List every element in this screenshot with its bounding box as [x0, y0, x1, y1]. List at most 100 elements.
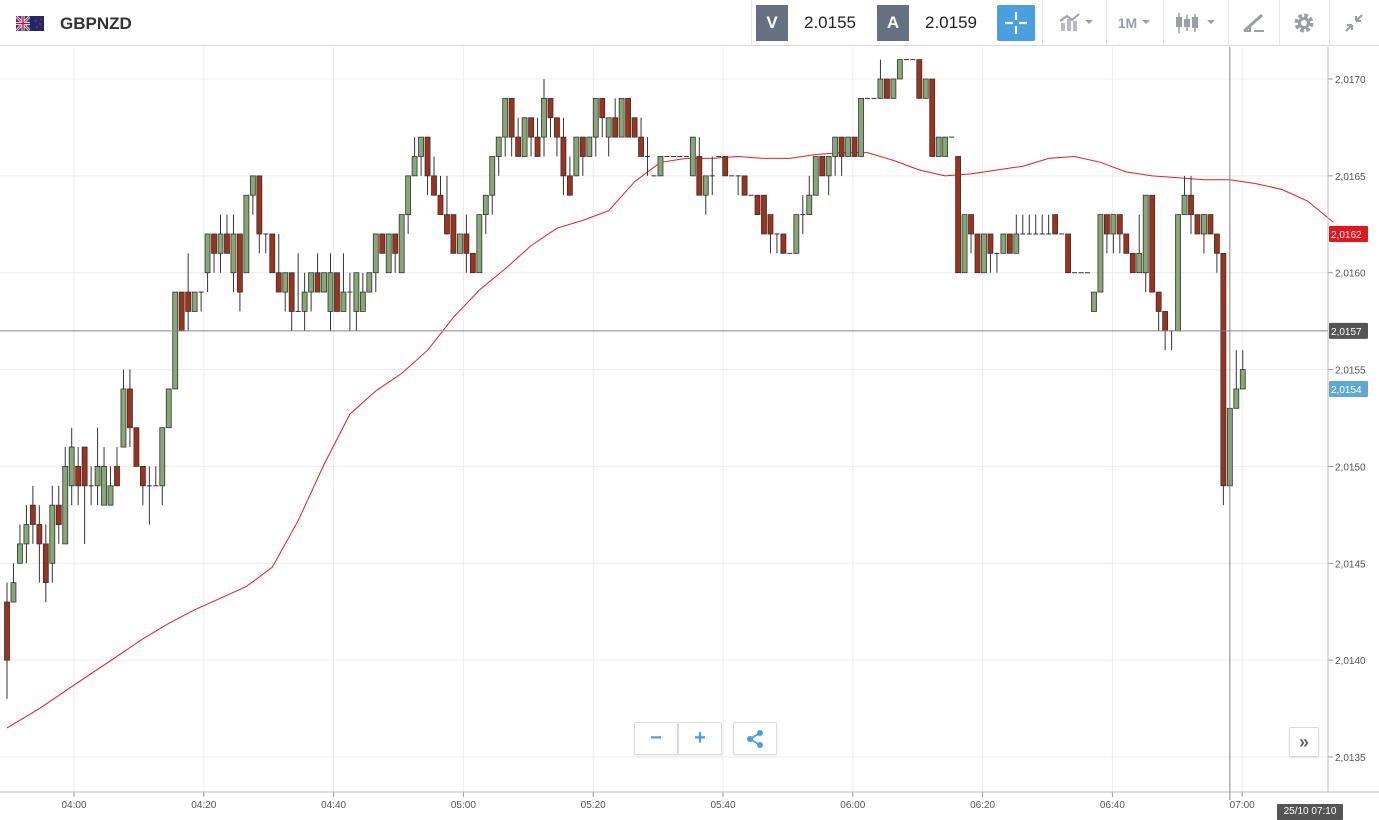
- bull-candle-body: [935, 136, 942, 157]
- y-tick-label: 2,0135: [1335, 753, 1366, 764]
- candle: [618, 97, 625, 138]
- candle: [1142, 194, 1149, 293]
- instrument-symbol[interactable]: GBPNZD: [60, 14, 132, 33]
- bear-candle-body: [1006, 233, 1013, 254]
- toolbar-separator: [1279, 0, 1280, 46]
- candle: [1129, 252, 1136, 274]
- candlestick-style-button[interactable]: [1168, 0, 1224, 46]
- candle: [29, 485, 36, 544]
- bear-candle-body: [851, 136, 858, 157]
- bear-candle-body: [528, 117, 534, 138]
- bull-candle-body: [1091, 291, 1097, 312]
- crosshair-time-badge: 25/10 07:10: [1277, 804, 1343, 820]
- drawing-tools-button[interactable]: [1232, 0, 1276, 46]
- bull-candle-body: [981, 233, 987, 274]
- timeframe-button[interactable]: 1M: [1110, 0, 1160, 46]
- candle: [812, 156, 819, 196]
- zoom-in-button[interactable]: +: [678, 722, 722, 755]
- bid-quote[interactable]: V 2.0155: [756, 5, 868, 41]
- last-price-badge: 2,0154: [1331, 385, 1362, 396]
- y-tick-label: 2,0155: [1335, 366, 1366, 377]
- candle: [469, 252, 476, 274]
- bull-candle-body: [23, 524, 30, 545]
- x-tick-label: 05:40: [710, 800, 735, 811]
- candle: [612, 98, 619, 138]
- candle: [1065, 233, 1071, 274]
- chart-type-icon: [1059, 13, 1093, 31]
- candle: [1213, 233, 1220, 273]
- x-tick-label: 06:40: [1100, 800, 1125, 811]
- candle: [942, 136, 949, 157]
- candle: [896, 59, 903, 80]
- scroll-to-latest-button[interactable]: »: [1289, 727, 1319, 757]
- axes-layer: 2,01352,01402,01452,01502,01552,01602,01…: [0, 47, 1379, 811]
- bear-candle-body: [884, 78, 890, 99]
- price-chart[interactable]: 2,01352,01402,01452,01502,01552,01602,01…: [0, 47, 1379, 820]
- bull-candle-body: [172, 291, 179, 390]
- zoom-out-button[interactable]: −: [634, 722, 678, 755]
- bull-candle-body: [217, 233, 224, 254]
- uk-nz-flag-icon: [16, 16, 44, 31]
- bull-candle-body: [1097, 214, 1104, 293]
- share-button[interactable]: [733, 722, 777, 755]
- bull-candle-body: [890, 78, 897, 99]
- candle: [573, 136, 580, 177]
- candle: [508, 97, 515, 157]
- candle: [1123, 233, 1130, 254]
- candle: [774, 233, 780, 254]
- bull-candle-body: [961, 214, 968, 274]
- candle: [1201, 214, 1207, 254]
- bear-candle-body: [114, 466, 120, 487]
- candle: [211, 233, 217, 273]
- bear-candle-body: [631, 117, 638, 138]
- candle: [502, 97, 509, 157]
- bear-candle-body: [133, 427, 140, 467]
- candle: [353, 272, 360, 331]
- bull-candle-body: [482, 194, 489, 216]
- candle: [301, 272, 308, 331]
- bull-candle-body: [825, 156, 832, 177]
- candle: [372, 233, 379, 293]
- candle: [845, 136, 851, 157]
- crosshair-icon: [1005, 12, 1027, 34]
- bear-candle-body: [237, 233, 243, 293]
- bear-candle-body: [508, 97, 515, 138]
- candle: [314, 253, 321, 293]
- candle: [204, 233, 211, 293]
- bull-candle-body: [68, 446, 75, 487]
- candle: [249, 175, 256, 215]
- candle: [36, 505, 43, 583]
- x-tick-label: 04:00: [61, 800, 86, 811]
- candle: [1181, 175, 1188, 216]
- candle: [418, 136, 424, 176]
- candle: [579, 136, 586, 176]
- settings-button[interactable]: [1283, 0, 1325, 46]
- candle: [586, 136, 593, 157]
- crosshair-button[interactable]: [997, 5, 1035, 41]
- bull-candle-body: [1233, 388, 1240, 409]
- candle: [321, 272, 327, 293]
- bear-candle-body: [566, 175, 573, 196]
- bull-candle-body: [327, 272, 334, 312]
- candle: [1046, 214, 1052, 235]
- x-tick-label: 06:20: [970, 800, 995, 811]
- bull-candle-body: [521, 117, 528, 157]
- candle: [1175, 214, 1181, 332]
- bull-candle-body: [159, 427, 166, 487]
- bear-candle-body: [1188, 194, 1194, 216]
- ask-quote[interactable]: A 2.0159: [877, 5, 989, 41]
- bull-candle-body: [586, 136, 593, 157]
- candle: [1000, 233, 1007, 254]
- collapse-button[interactable]: [1333, 0, 1375, 46]
- chart-type-button[interactable]: [1050, 0, 1100, 46]
- bull-candle-body: [308, 272, 314, 293]
- bull-candle-body: [385, 233, 392, 274]
- candle: [23, 505, 30, 564]
- bull-candle-body: [230, 233, 237, 274]
- candle: [625, 97, 632, 138]
- bear-candle-body: [767, 214, 774, 235]
- candle: [741, 175, 748, 196]
- bear-candle-body: [314, 272, 321, 293]
- candle: [793, 214, 800, 254]
- bear-candle-body: [334, 272, 340, 312]
